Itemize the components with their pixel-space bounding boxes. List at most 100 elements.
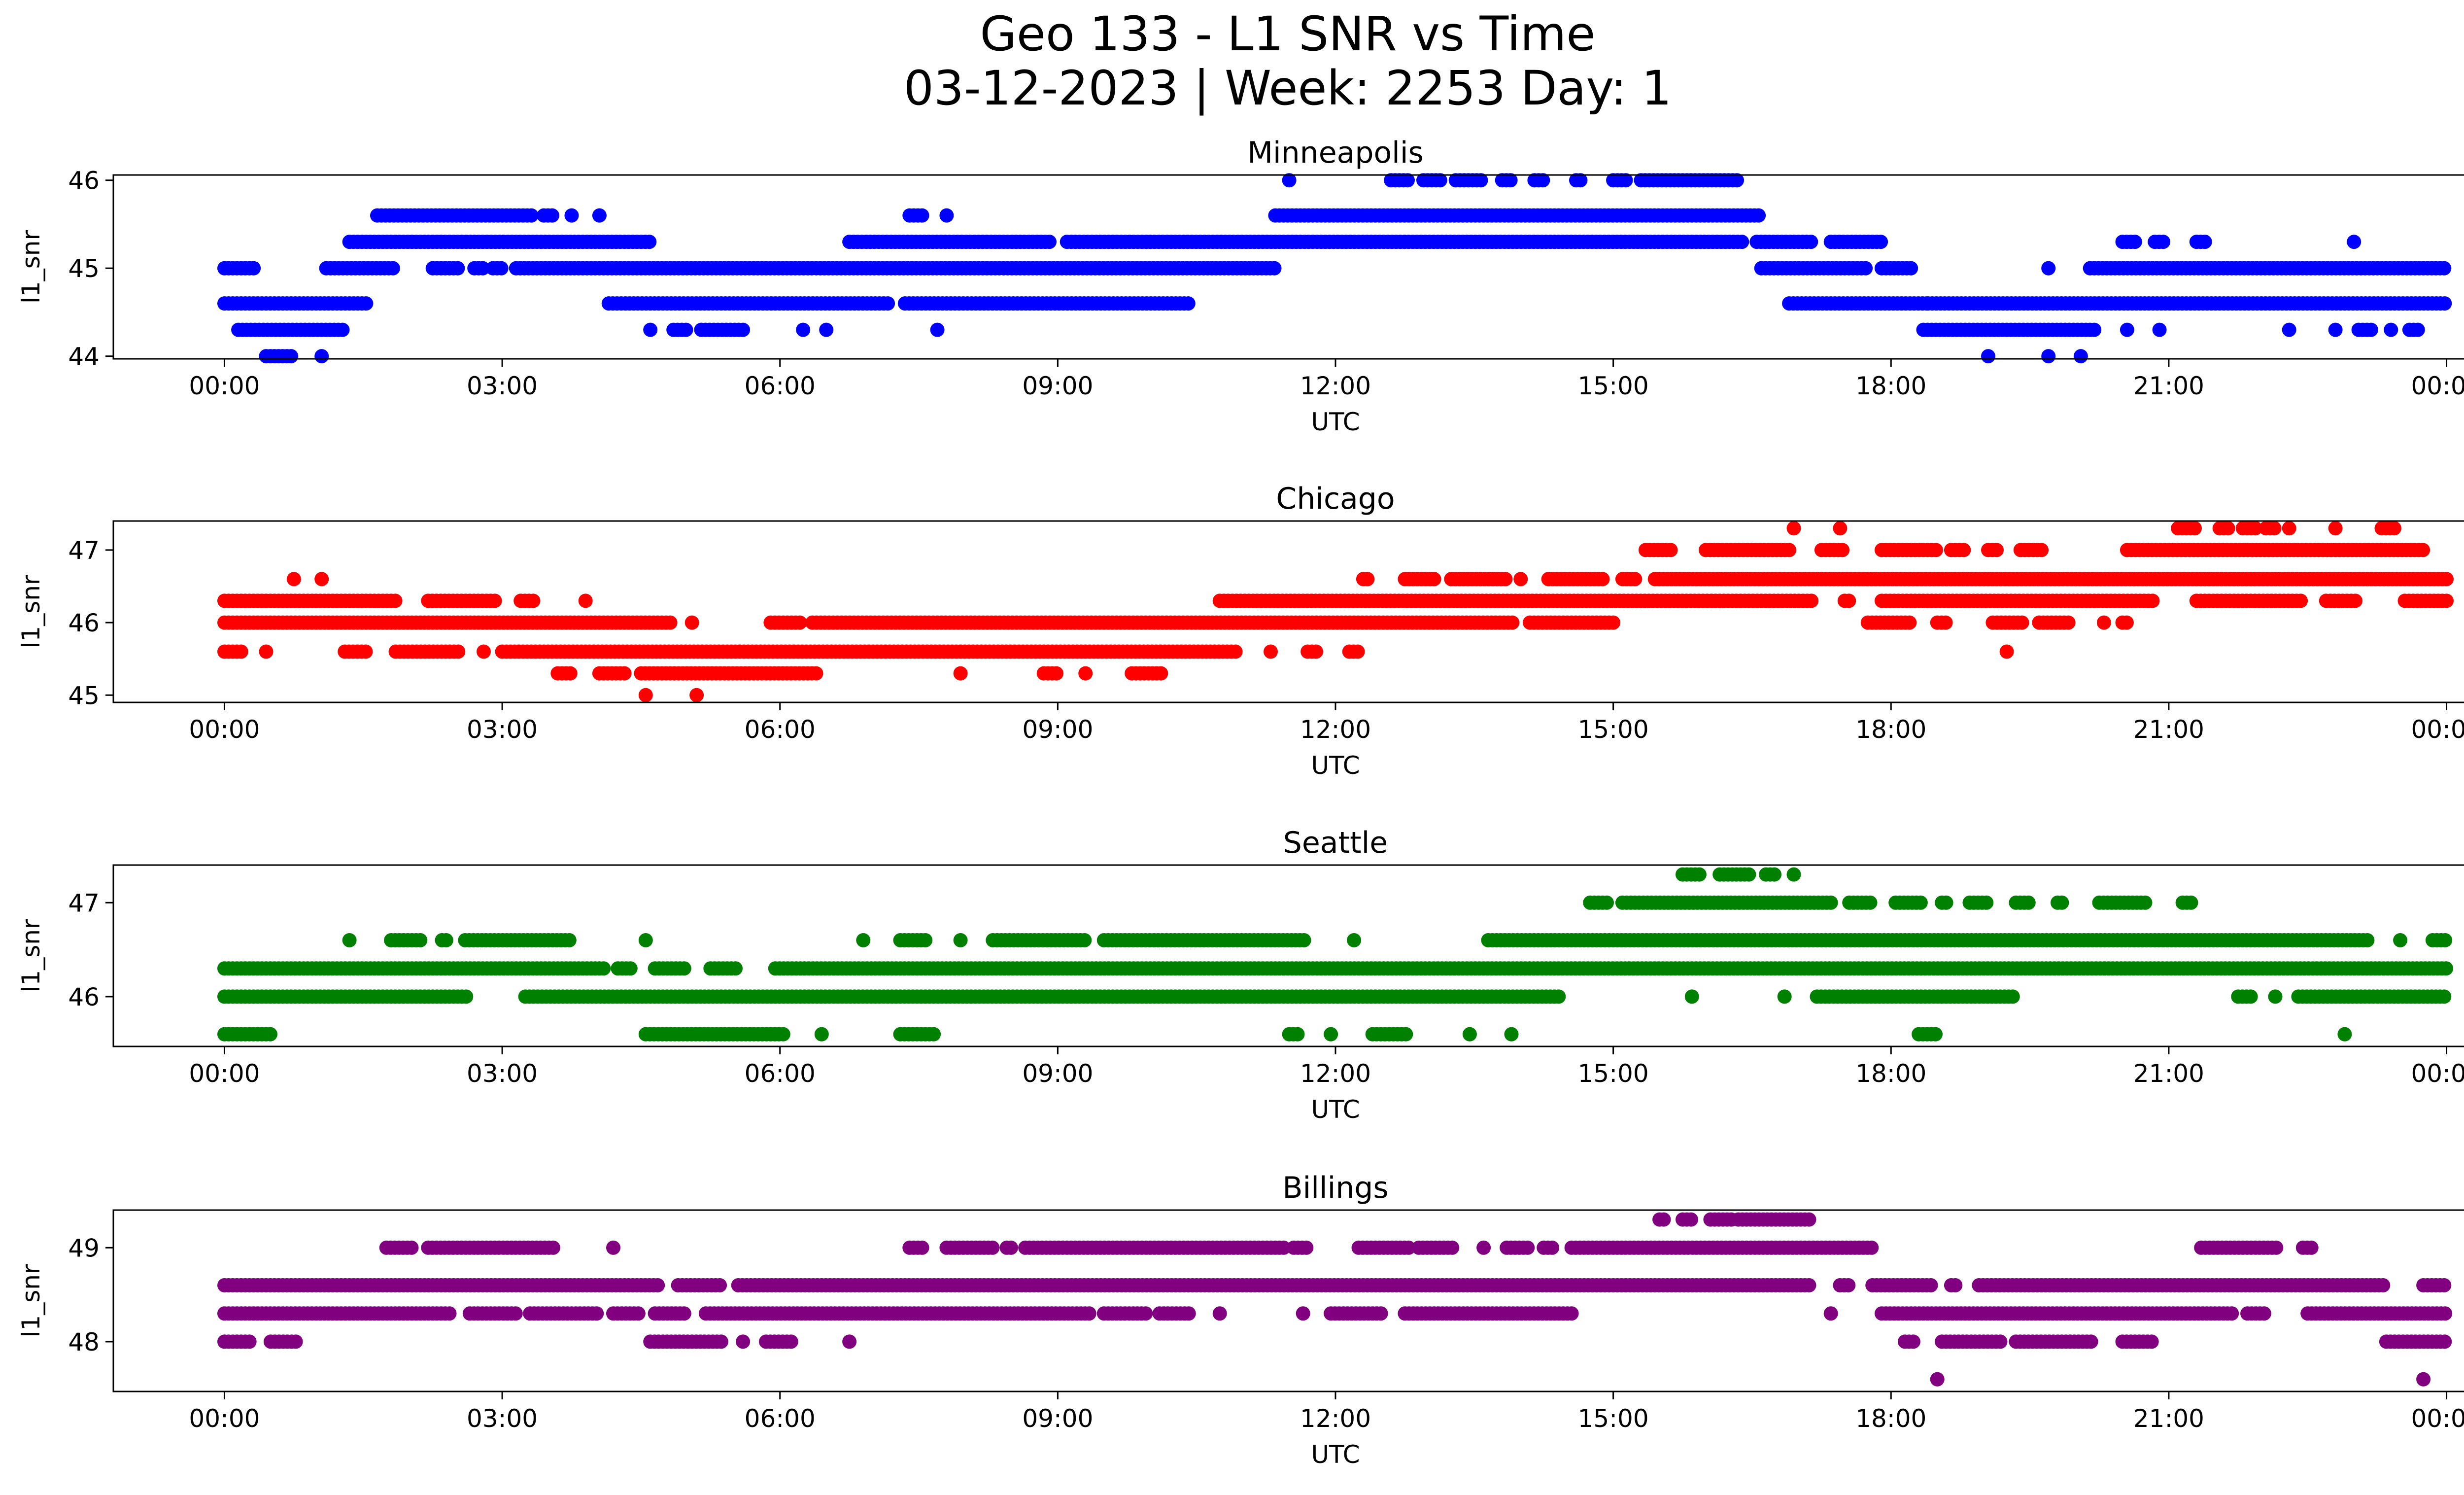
data-point [842,1334,857,1349]
data-point [2015,615,2029,630]
y-tick-label: 45 [68,681,100,710]
x-tick-label: 06:00 [745,1059,816,1088]
panel-minneapolis-points [217,173,2452,364]
data-point [314,572,329,587]
data-point [1082,1306,1096,1321]
data-point [2243,989,2258,1004]
data-point [1823,895,1838,910]
data-point [1742,867,1756,882]
data-point [1874,235,1888,249]
data-point [1078,666,1093,681]
data-point [796,322,811,337]
data-point [930,322,945,337]
data-point [1684,989,1699,1004]
panel-billings: 00:00 03:00 06:00 09:00 12:00 15:00 18:00 21:00… [17,1171,2464,1469]
data-point [1956,543,1971,557]
data-point [2438,1306,2453,1321]
data-point [915,208,929,223]
data-point [2439,572,2454,587]
panel-title: Seattle [1283,826,1388,860]
data-point [413,933,428,947]
x-tick-label: 03:00 [467,372,538,400]
data-point [2119,615,2134,630]
data-point [1906,1334,1920,1349]
data-point [1049,666,1063,681]
x-tick-label: 12:00 [1300,715,1371,744]
data-point [1989,543,2004,557]
data-point [638,688,653,702]
data-point [1498,572,1513,587]
data-point [728,961,743,976]
data-point [1782,543,1797,557]
data-point [1360,572,1375,587]
data-point [2439,961,2454,976]
data-point [1573,173,1588,188]
data-point [677,1306,691,1321]
x-axis-label: UTC [1311,408,1360,436]
data-point [1181,296,1196,311]
data-point [335,322,350,337]
y-tick-label: 46 [68,167,100,195]
data-point [259,644,274,659]
data-point [2061,615,2076,630]
data-point [2363,322,2378,337]
data-point [1606,615,1621,630]
data-point [1786,867,1801,882]
data-point [2087,322,2102,337]
data-point [2041,261,2056,276]
x-tick-label: 00:00 [189,372,260,400]
data-point [1786,521,1801,536]
data-point [2416,1372,2431,1387]
data-point [1835,543,1850,557]
data-point [1267,261,1282,276]
data-point [342,933,357,947]
x-tick-label: 06:00 [745,715,816,744]
data-point [679,322,693,337]
data-point [1504,1027,1519,1042]
data-point [1692,867,1707,882]
data-point [578,593,593,608]
figure-title-line-2: 03-12-2023 | Week: 2253 Day: 1 [903,61,1672,116]
data-point [450,261,465,276]
data-point [2221,521,2235,536]
data-point [234,644,248,659]
data-point [638,933,653,947]
data-point [388,593,403,608]
data-point [1730,173,1744,188]
data-point [1928,1027,1943,1042]
x-tick-label: 00:00 [2411,372,2464,400]
figure-title: Geo 133 - L1 SNR vs Time 03-12-2023 | We… [0,7,2464,115]
data-point [792,615,807,630]
data-point [2152,322,2167,337]
y-axis-label: l1_snr [17,919,45,992]
data-point [1595,572,1610,587]
data-point [2438,933,2453,947]
data-point [2348,593,2362,608]
data-point [564,208,579,223]
data-point [459,989,474,1004]
data-point [939,208,954,223]
data-point [1564,1306,1579,1321]
data-point [2145,593,2160,608]
data-point [1433,173,1447,188]
data-point [2360,933,2375,947]
data-point [2328,521,2343,536]
data-point [2073,349,2088,364]
x-tick-label: 12:00 [1300,1059,1371,1088]
data-point [736,1334,751,1349]
data-point [1930,1372,1945,1387]
data-point [451,644,466,659]
x-tick-label: 15:00 [1578,1059,1649,1088]
data-point [1823,1306,1838,1321]
data-point [1999,644,2014,659]
data-point [1904,261,1918,276]
data-point [2005,989,2020,1004]
data-point [953,666,968,681]
data-point [1264,644,1278,659]
data-point [545,208,559,223]
data-point [1138,1306,1153,1321]
data-point [1212,1306,1227,1321]
data-point [2384,322,2398,337]
data-point [2054,895,2069,910]
